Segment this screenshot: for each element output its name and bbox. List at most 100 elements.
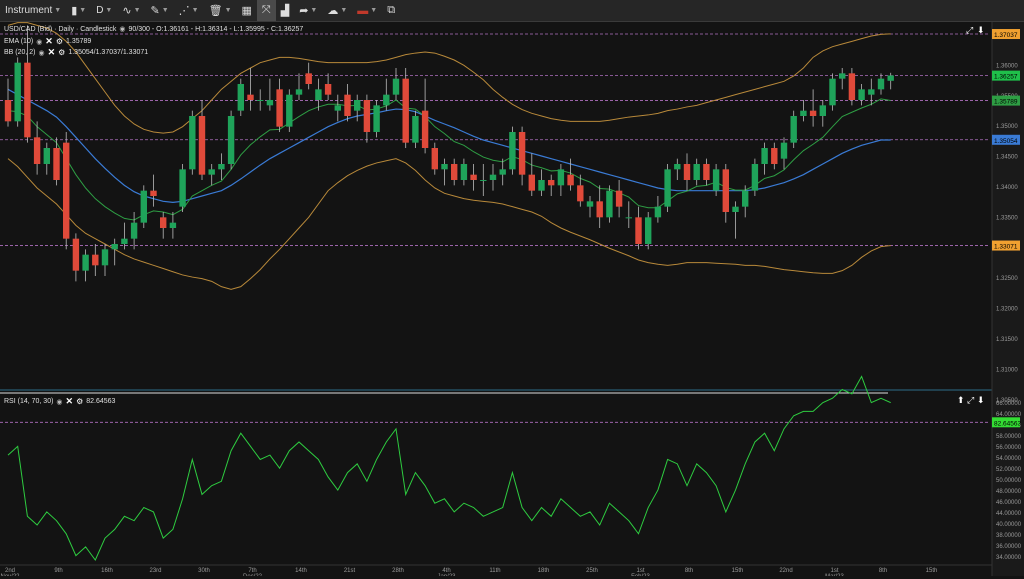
candle-body (43, 148, 50, 164)
instrument-menu[interactable]: Instrument ▼ (0, 0, 66, 21)
share-menu[interactable]: ➦ ▼ (294, 0, 322, 21)
eye-icon[interactable]: ◉ (36, 38, 43, 46)
price-level-box (992, 70, 1020, 81)
time-tick-label: 15th (926, 568, 938, 574)
price-level-box (992, 134, 1020, 145)
arrow-down-icon[interactable]: ⬇ (977, 25, 985, 35)
price-tick-label: 1.36000 (996, 63, 1018, 69)
rsi-tick-label: 56.00000 (996, 445, 1022, 451)
time-tick-label: 2nd (5, 568, 15, 574)
candle-body (363, 100, 371, 132)
candle-body (4, 100, 12, 122)
draw-menu[interactable]: ✎ ▼ (146, 0, 174, 21)
time-tick-label: 1st (636, 568, 644, 574)
chart-area[interactable]: 1.365001.360001.355001.350001.345001.340… (0, 22, 1024, 579)
candle-body (664, 169, 671, 207)
candle-body (771, 148, 778, 164)
time-tick-label: 1st (830, 568, 838, 574)
candle-body (305, 73, 312, 84)
chart-svg[interactable]: 1.365001.360001.355001.350001.345001.340… (0, 22, 1024, 579)
toolbar: Instrument ▼ ▮ ▼ D ▼ ∿ ▼ ✎ ▼ ⋰ ▼ 🗑 ▼ ▦ ⤧ ▟ ➦ ▼ ☁… (0, 0, 1024, 22)
candle-body (451, 164, 458, 180)
candle-body (247, 94, 254, 100)
time-tick-label: 25th (586, 568, 598, 574)
candle-body (354, 100, 361, 111)
eye-icon[interactable]: ◉ (119, 26, 126, 33)
chevron-down-icon: ▼ (224, 7, 232, 14)
chevron-down-icon: ▼ (133, 7, 141, 14)
candle-body (654, 206, 662, 218)
candle-body (732, 206, 739, 212)
main-legend-ohlc: 90/300 - O:1.36161 - H:1.36314 - L:1.359… (128, 25, 304, 33)
candle-body (460, 164, 468, 180)
gear-icon[interactable]: ⚙ (55, 37, 64, 46)
arrow-up-icon[interactable]: ⬆ (957, 395, 965, 405)
time-tick-label: 8th (879, 568, 887, 574)
candle-body (198, 116, 206, 175)
bb-lower-line (7, 158, 891, 290)
candle-body (780, 142, 788, 159)
arrow-down-icon[interactable]: ⬇ (977, 395, 985, 405)
indicator-menu[interactable]: ∿ ▼ (117, 0, 145, 21)
chevron-down-icon: ▼ (105, 7, 113, 14)
candle-body (150, 190, 157, 196)
candle-body (383, 94, 390, 106)
candle-body (839, 73, 846, 79)
expand-icon[interactable]: ⤢ (967, 395, 975, 405)
candle-body (402, 78, 409, 143)
price-level-box (992, 95, 1020, 106)
candle-body (499, 169, 506, 175)
price-level-label: 1.35054 (994, 138, 1018, 145)
candle-body (286, 94, 293, 127)
candle-body (877, 78, 885, 90)
candle-body (373, 105, 380, 132)
ema-legend-value: 1.35789 (66, 38, 92, 45)
candle-body (480, 180, 487, 181)
candle-body (276, 89, 283, 127)
chevron-down-icon: ▼ (340, 7, 348, 14)
candle-body (635, 217, 642, 244)
candle-body (577, 185, 584, 202)
chevron-down-icon: ▼ (370, 7, 378, 14)
popout-button[interactable]: ⧉ (382, 0, 400, 21)
chevron-down-icon: ▼ (310, 7, 318, 14)
candle-body (33, 137, 41, 164)
expand-icon[interactable]: ⤢ (966, 25, 974, 35)
candle-body (489, 174, 497, 180)
candle-body (72, 238, 80, 271)
pencil-icon: ✎ (150, 5, 160, 17)
close-icon[interactable]: ✕ (45, 36, 53, 46)
candle-body (344, 94, 351, 116)
rsi-tick-label: 40.00000 (996, 522, 1022, 528)
candle-body (586, 201, 594, 207)
instrument-label: Instrument (5, 5, 53, 16)
weather-icon: ☁ (327, 5, 339, 17)
weather-menu[interactable]: ☁ ▼ (322, 0, 352, 21)
candle-body (111, 244, 118, 250)
close-icon[interactable]: ✕ (47, 47, 56, 57)
gear-icon[interactable]: ⚙ (76, 397, 84, 406)
fit-button[interactable]: ⤧ (256, 0, 276, 21)
candle-body (470, 174, 477, 180)
lines-menu[interactable]: ⋰ ▼ (174, 0, 204, 21)
popout-icon: ⧉ (387, 4, 396, 16)
candle-type-menu[interactable]: ▮ ▼ (66, 0, 91, 21)
time-tick-label: 9th (54, 568, 62, 574)
candle-body (761, 148, 768, 164)
rsi-tick-label: 54.00000 (996, 456, 1022, 462)
eye-icon[interactable]: ◉ (38, 49, 45, 57)
chevron-down-icon: ▼ (161, 7, 169, 14)
candle-body (140, 190, 147, 223)
gear-icon[interactable]: ⚙ (58, 48, 66, 57)
layout-button[interactable]: ▦ (237, 0, 257, 21)
close-icon[interactable]: ✕ (65, 396, 74, 406)
eye-icon[interactable]: ◉ (56, 398, 63, 406)
candle-body (227, 116, 235, 164)
delete-menu[interactable]: 🗑 ▼ (204, 0, 237, 21)
chart-button[interactable]: ▟ (276, 0, 294, 21)
timeframe-menu[interactable]: D ▼ (91, 0, 117, 21)
candle-body (160, 217, 167, 228)
candle-body (615, 190, 623, 207)
language-menu[interactable]: ▬ ▼ (352, 0, 382, 21)
candle-body (121, 238, 128, 244)
